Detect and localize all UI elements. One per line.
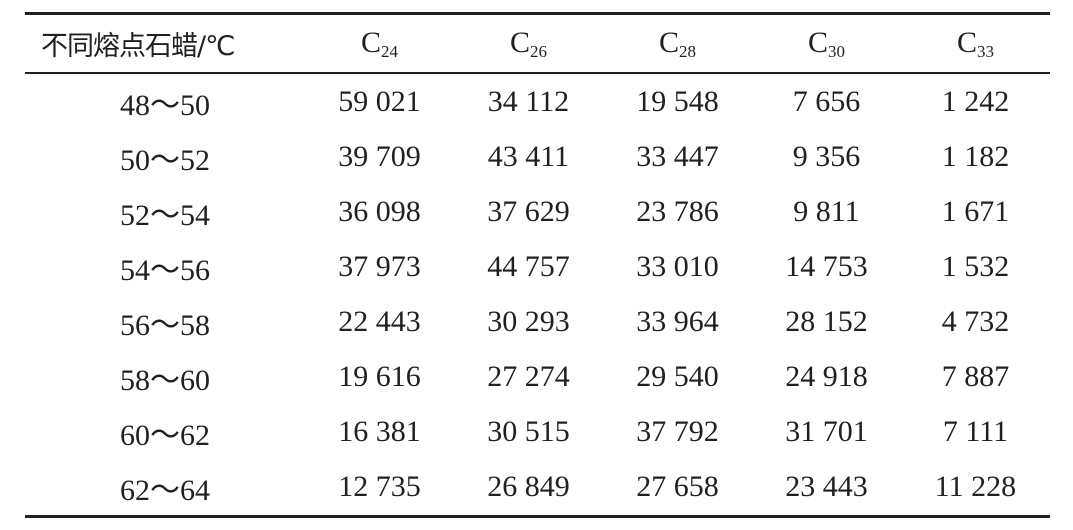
table-cell: 37 629 [487,194,570,228]
table-cell: 44 757 [487,249,570,283]
table-cell: 7 656 [792,84,861,118]
table-cell: 24 918 [785,359,868,393]
table-cell: 27 274 [487,359,570,393]
table-row: 62～64 12 735 26 849 27 658 23 443 11 228 [25,459,1050,514]
table-cell: 37 792 [636,414,719,448]
table-cell: 23 443 [785,469,868,503]
table-cell: 30 515 [487,414,570,448]
table-cell: 59 021 [338,84,421,118]
table-cell: 1 671 [941,194,1010,228]
table-top-rule [25,12,1050,15]
table-header-rule [25,72,1050,74]
table-row: 56～58 22 443 30 293 33 964 28 152 4 732 [25,294,1050,349]
table-cell: 7 111 [942,414,1009,448]
table-cell: 26 849 [487,469,570,503]
header-c30: C30 [807,25,845,61]
header-c33: C33 [956,25,994,61]
table-cell: 39 709 [338,139,421,173]
data-table: 不同熔点石蜡/℃ C24 C26 C28 C30 C33 48～50 59 021… [25,15,1050,514]
table-cell: 22 443 [338,304,421,338]
header-melting-point: 不同熔点石蜡/℃ [41,31,235,62]
table-cell: 1 242 [941,84,1010,118]
row-label: 54～56 [120,253,210,287]
header-c24: C24 [360,25,398,61]
table-row: 60～62 16 381 30 515 37 792 31 701 7 111 [25,404,1050,459]
row-label: 62～64 [120,473,210,507]
row-label: 50～52 [120,143,210,177]
table-cell: 36 098 [338,194,421,228]
table-cell: 1 532 [941,249,1010,283]
table-cell: 33 964 [636,304,719,338]
table-cell: 27 658 [636,469,719,503]
row-label: 60～62 [120,418,210,452]
table-cell: 19 616 [338,359,421,393]
table-cell: 43 411 [487,139,570,173]
table-cell: 11 228 [934,469,1017,503]
table-cell: 12 735 [338,469,421,503]
header-c28: C28 [658,25,696,61]
table-cell: 14 753 [785,249,868,283]
table-row: 52～54 36 098 37 629 23 786 9 811 1 671 [25,184,1050,239]
table-cell: 19 548 [636,84,719,118]
table-cell: 34 112 [487,84,570,118]
table-cell: 37 973 [338,249,421,283]
table-cell: 16 381 [338,414,421,448]
table-row: 58～60 19 616 27 274 29 540 24 918 7 887 [25,349,1050,404]
row-label: 48～50 [120,88,210,122]
table-cell: 29 540 [636,359,719,393]
table-cell: 4 732 [941,304,1010,338]
row-label: 56～58 [120,308,210,342]
table-cell: 7 887 [941,359,1010,393]
table-cell: 23 786 [636,194,719,228]
header-row: 不同熔点石蜡/℃ C24 C26 C28 C30 C33 [25,15,1050,72]
table-cell: 33 010 [636,249,719,283]
table-bottom-rule [25,515,1050,518]
table-cell: 1 182 [941,139,1010,173]
table-cell: 30 293 [487,304,570,338]
table-cell: 9 356 [792,139,861,173]
table-cell: 9 811 [793,194,860,228]
row-label: 58～60 [120,363,210,397]
table-row: 54～56 37 973 44 757 33 010 14 753 1 532 [25,239,1050,294]
table-row: 48～50 59 021 34 112 19 548 7 656 1 242 [25,72,1050,129]
row-label: 52～54 [120,198,210,232]
table-cell: 28 152 [785,304,868,338]
table-cell: 33 447 [636,139,719,173]
table-row: 50～52 39 709 43 411 33 447 9 356 1 182 [25,129,1050,184]
header-c26: C26 [509,25,547,61]
table-cell: 31 701 [785,414,868,448]
